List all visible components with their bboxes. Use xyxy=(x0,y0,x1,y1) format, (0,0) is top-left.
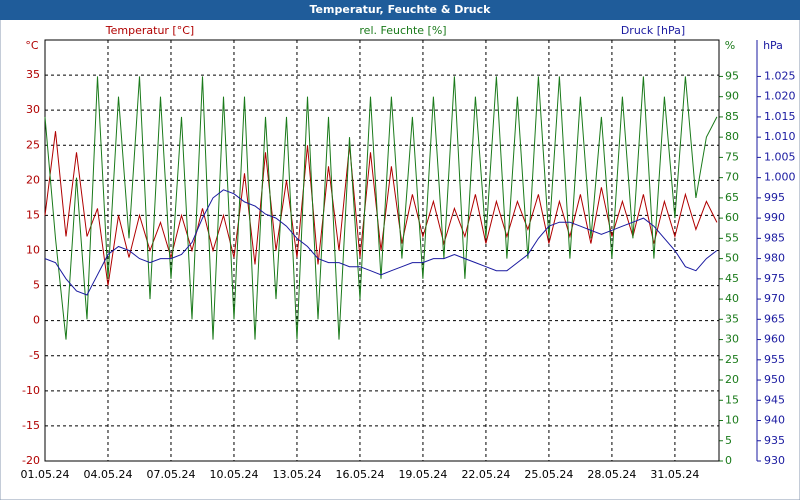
y3-tick-label: 955 xyxy=(764,353,785,366)
series-line xyxy=(44,189,718,296)
y2-tick-label: 35 xyxy=(725,312,739,325)
y3-tick-label: 1.020 xyxy=(764,90,796,103)
y2-tick-label: 30 xyxy=(725,333,739,346)
y3-tick-label: 930 xyxy=(764,454,785,467)
y2-tick-label: 75 xyxy=(725,150,739,163)
legend-label: rel. Feuchte [%] xyxy=(359,24,446,37)
series-line xyxy=(44,131,718,286)
x-tick-label: 25.05.24 xyxy=(524,468,573,481)
y3-tick-label: 945 xyxy=(764,393,785,406)
legend-label: Druck [hPa] xyxy=(621,24,685,37)
y3-tick-label: 990 xyxy=(764,211,785,224)
y2-tick-label: 40 xyxy=(725,292,739,305)
plot-frame xyxy=(44,39,720,462)
y-tick-label: 30 xyxy=(26,103,40,116)
y3-tick-label: 935 xyxy=(764,434,785,447)
y2-tick-label: 5 xyxy=(725,434,732,447)
x-tick-label: 16.05.24 xyxy=(335,468,384,481)
y3-tick-label: 985 xyxy=(764,231,785,244)
x-tick-label: 10.05.24 xyxy=(209,468,258,481)
y2-tick-label: 90 xyxy=(725,90,739,103)
y3-tick-label: 1.025 xyxy=(764,69,796,82)
y-tick-label: 5 xyxy=(33,279,40,292)
y3-tick-label: 960 xyxy=(764,333,785,346)
y-tick-label: 25 xyxy=(26,138,40,151)
y3-tick-label: 965 xyxy=(764,312,785,325)
y2-tick-label: 60 xyxy=(725,211,739,224)
y2-tick-label: 10 xyxy=(725,414,739,427)
y3-tick-label: 980 xyxy=(764,252,785,265)
y3-tick-label: 940 xyxy=(764,414,785,427)
x-tick-label: 31.05.24 xyxy=(650,468,699,481)
y2-tick-label: 95 xyxy=(725,69,739,82)
series-line xyxy=(44,76,718,340)
y3-tick-label: 1.015 xyxy=(764,110,796,123)
y3-tick-label: 950 xyxy=(764,373,785,386)
y-tick-label: 15 xyxy=(26,208,40,221)
y2-tick-label: 20 xyxy=(725,373,739,386)
x-tick-label: 28.05.24 xyxy=(587,468,636,481)
y2-tick-label: 25 xyxy=(725,353,739,366)
y2-tick-label: 80 xyxy=(725,130,739,143)
y3-tick-label: 995 xyxy=(764,191,785,204)
y2-tick-label: 55 xyxy=(725,231,739,244)
y3-tick-label: 1.010 xyxy=(764,130,796,143)
chart-title: Temperatur, Feuchte & Druck xyxy=(310,3,492,16)
y-tick-label: 35 xyxy=(26,68,40,81)
x-tick-label: 22.05.24 xyxy=(461,468,510,481)
x-tick-label: 19.05.24 xyxy=(398,468,447,481)
y-tick-label: -20 xyxy=(22,454,40,467)
y2-unit: % xyxy=(725,39,735,52)
y2-tick-label: 15 xyxy=(725,393,739,406)
y-tick-label: 20 xyxy=(26,173,40,186)
y3-unit: hPa xyxy=(763,39,783,52)
y-unit: °C xyxy=(25,39,39,52)
y-tick-label: -10 xyxy=(22,384,40,397)
y3-tick-label: 1.005 xyxy=(764,150,796,163)
y-tick-label: -15 xyxy=(22,419,40,432)
y3-tick-label: 975 xyxy=(764,272,785,285)
y2-tick-label: 70 xyxy=(725,171,739,184)
y2-tick-label: 65 xyxy=(725,191,739,204)
x-tick-label: 13.05.24 xyxy=(272,468,321,481)
title-bar xyxy=(0,0,800,20)
y2-tick-label: 0 xyxy=(725,454,732,467)
y3-tick-label: 970 xyxy=(764,292,785,305)
y2-tick-label: 85 xyxy=(725,110,739,123)
y3-tick-label: 1.000 xyxy=(764,171,796,184)
y2-tick-label: 50 xyxy=(725,252,739,265)
y-tick-label: -5 xyxy=(29,349,40,362)
x-tick-label: 04.05.24 xyxy=(83,468,132,481)
x-tick-label: 01.05.24 xyxy=(21,468,70,481)
legend-label: Temperatur [°C] xyxy=(105,24,194,37)
y2-tick-label: 45 xyxy=(725,272,739,285)
x-tick-label: 07.05.24 xyxy=(146,468,195,481)
y-tick-label: 10 xyxy=(26,244,40,257)
y-tick-label: 0 xyxy=(33,314,40,327)
